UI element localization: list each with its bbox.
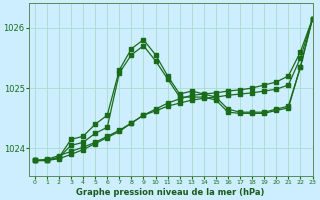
X-axis label: Graphe pression niveau de la mer (hPa): Graphe pression niveau de la mer (hPa) bbox=[76, 188, 265, 197]
